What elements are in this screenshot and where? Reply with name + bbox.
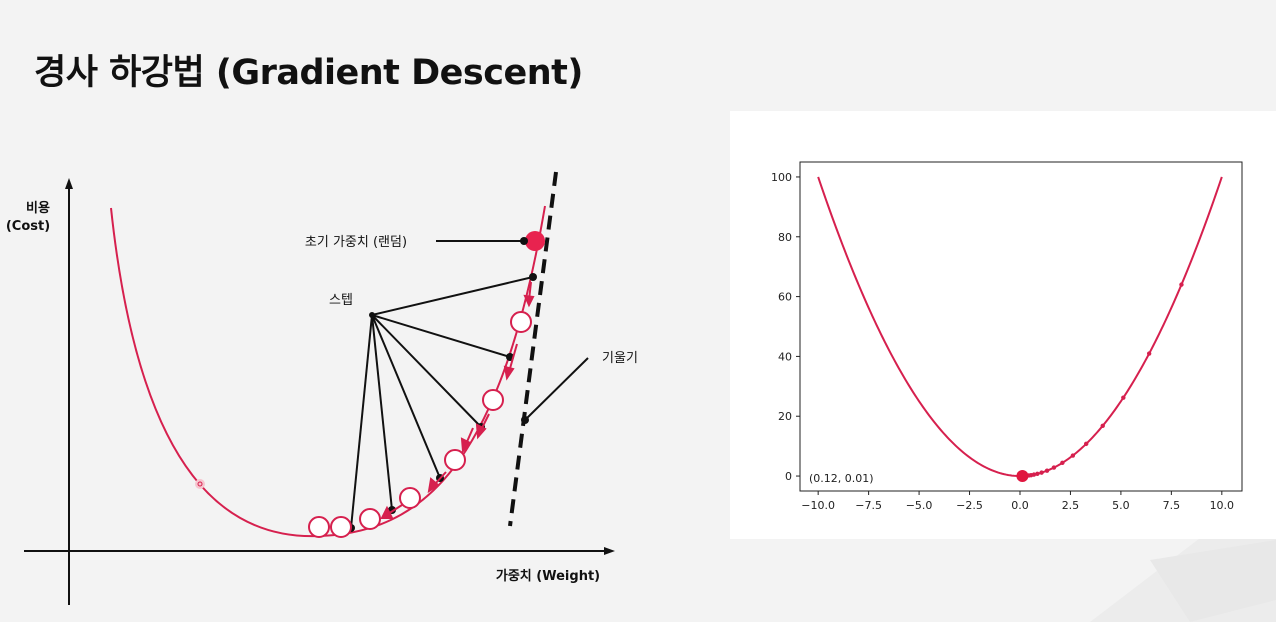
slope-leader-dot <box>521 416 529 424</box>
slope-label: 기울기 <box>602 351 638 366</box>
curve-line <box>817 176 1223 478</box>
y-axis-label-line2: (Cost) <box>6 219 50 234</box>
step-ball <box>308 516 330 538</box>
step-label: 스텝 <box>329 293 353 308</box>
descent-point <box>1051 465 1057 470</box>
plot-frame <box>799 161 1243 492</box>
step-ball <box>482 389 504 411</box>
x-tick-label: −5.0 <box>906 499 933 512</box>
x-axis-arrowhead <box>604 547 615 555</box>
page-title: 경사 하강법 (Gradient Descent) <box>34 53 583 93</box>
x-tick-label: 5.0 <box>1112 499 1130 512</box>
step-balls <box>308 311 532 538</box>
cursor-marker <box>195 479 205 489</box>
step-leaders <box>350 276 534 529</box>
descent-point <box>1044 468 1050 473</box>
y-tick-label: 60 <box>778 291 792 304</box>
step-leader-dots <box>347 273 537 532</box>
x-tick-label: 7.5 <box>1163 499 1181 512</box>
descent-point <box>1070 453 1076 458</box>
descent-point <box>1083 441 1089 447</box>
gradient-descent-diagram: 비용 (Cost) 가중치 (Weight) 초기 가중치 (랜덤) 스텝 <box>6 171 638 605</box>
y-tick-label: 40 <box>778 350 792 363</box>
cursor-marker-dot <box>197 481 203 487</box>
y-tick-label: 100 <box>771 171 792 184</box>
x-tick-label: 10.0 <box>1210 499 1235 512</box>
step-ball <box>399 487 421 509</box>
initial-weight-label: 초기 가중치 (랜덤) <box>305 235 407 250</box>
y-tick-label: 20 <box>778 410 792 423</box>
descent-point <box>1121 395 1126 400</box>
initial-weight-point <box>525 231 545 251</box>
x-tick-label: −10.0 <box>801 499 835 512</box>
y-tick-label: 0 <box>785 470 792 483</box>
plot-panel: (0.12, 0.01) −10.0 −7.5 −5.0 −2.5 0.0 2.5 5.0 7.… <box>730 111 1276 539</box>
point-annotation: (0.12, 0.01) <box>809 472 874 485</box>
x-axis-label: 가중치 (Weight) <box>496 568 600 584</box>
descent-point <box>1146 351 1152 356</box>
final-point <box>1016 470 1029 483</box>
cost-curve <box>110 205 546 538</box>
slope-leader <box>524 357 589 421</box>
x-tick-label: −2.5 <box>956 499 983 512</box>
x-tick-label: −7.5 <box>855 499 882 512</box>
descent-point <box>1100 423 1105 428</box>
x-tick-label: 2.5 <box>1062 499 1080 512</box>
descent-point <box>1060 460 1065 466</box>
y-axis-arrowhead <box>65 178 73 189</box>
initial-weight-leader-dot <box>520 237 528 245</box>
y-axis-label-line1: 비용 <box>26 200 50 216</box>
descent-point <box>1035 471 1040 477</box>
step-ball <box>444 449 466 471</box>
x-tick-label: 0.0 <box>1011 499 1029 512</box>
descent-plot: (0.12, 0.01) −10.0 −7.5 −5.0 −2.5 0.0 2.5 5.0 7.… <box>771 161 1243 512</box>
y-tick-label: 80 <box>778 231 792 244</box>
descent-point <box>1179 282 1184 287</box>
tangent-line <box>508 171 558 527</box>
step-ball <box>330 516 352 538</box>
descent-point <box>1039 470 1044 475</box>
step-ball <box>510 311 532 333</box>
step-arrows <box>380 281 535 519</box>
step-ball <box>359 508 381 530</box>
